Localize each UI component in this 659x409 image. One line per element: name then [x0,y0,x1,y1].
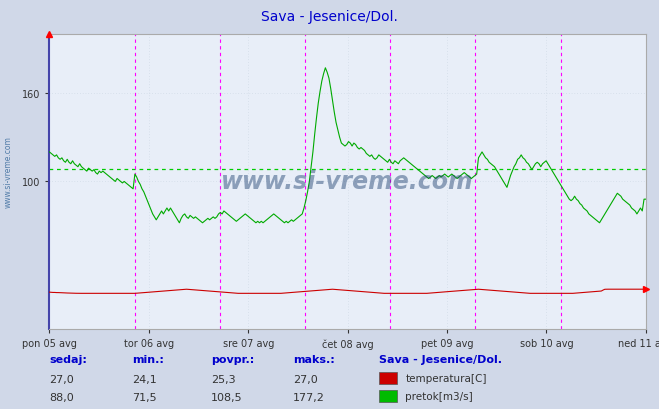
Text: 88,0: 88,0 [49,392,74,402]
Text: Sava - Jesenice/Dol.: Sava - Jesenice/Dol. [261,10,398,24]
Text: 177,2: 177,2 [293,392,325,402]
Text: www.si-vreme.com: www.si-vreme.com [221,170,474,194]
Text: www.si-vreme.com: www.si-vreme.com [3,136,13,208]
Text: 25,3: 25,3 [211,374,235,384]
Text: pretok[m3/s]: pretok[m3/s] [405,391,473,401]
Text: 24,1: 24,1 [132,374,157,384]
Text: temperatura[C]: temperatura[C] [405,373,487,383]
Text: 108,5: 108,5 [211,392,243,402]
Text: sedaj:: sedaj: [49,354,87,364]
Text: min.:: min.: [132,354,163,364]
Text: Sava - Jesenice/Dol.: Sava - Jesenice/Dol. [379,354,502,364]
Text: povpr.:: povpr.: [211,354,254,364]
Text: 27,0: 27,0 [49,374,74,384]
Text: maks.:: maks.: [293,354,335,364]
Text: 71,5: 71,5 [132,392,156,402]
Text: 27,0: 27,0 [293,374,318,384]
